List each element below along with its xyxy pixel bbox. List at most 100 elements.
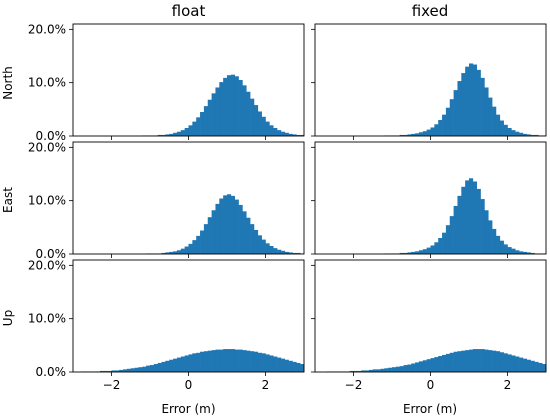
- bar: [227, 349, 232, 372]
- bar: [223, 349, 228, 372]
- column-title-fixed: fixed: [412, 2, 449, 20]
- bar: [150, 365, 155, 372]
- bar: [472, 64, 477, 136]
- bar: [238, 80, 243, 136]
- y-tick-label: 0.0%: [36, 247, 67, 261]
- row-label-up: Up: [1, 310, 15, 326]
- bar: [176, 357, 182, 372]
- bars-east-fixed: [384, 178, 547, 254]
- bar: [411, 363, 416, 372]
- bar: [111, 370, 116, 372]
- bar: [438, 120, 443, 136]
- bar: [515, 250, 520, 254]
- bar: [476, 188, 481, 254]
- bar: [368, 369, 374, 372]
- bar: [418, 250, 424, 254]
- bar: [246, 91, 251, 136]
- bar: [292, 134, 297, 136]
- bar: [292, 361, 297, 372]
- bar: [196, 352, 201, 372]
- bar: [142, 366, 147, 372]
- bar: [492, 350, 497, 372]
- bar: [215, 349, 220, 372]
- bar: [534, 361, 539, 372]
- bar: [277, 249, 282, 254]
- bar: [499, 120, 504, 136]
- bar: [196, 235, 201, 254]
- bar: [380, 368, 385, 372]
- bar: [246, 217, 251, 254]
- bar: [250, 98, 255, 136]
- bar: [522, 133, 528, 136]
- bar: [422, 249, 427, 254]
- bar: [434, 124, 439, 136]
- bar: [415, 133, 420, 136]
- bar: [453, 206, 458, 254]
- bar: [426, 359, 431, 372]
- bar: [273, 248, 278, 254]
- bar: [530, 360, 535, 372]
- bar: [273, 356, 278, 372]
- bar: [495, 235, 501, 254]
- bar: [418, 132, 424, 136]
- bar: [296, 134, 301, 136]
- bar: [499, 352, 504, 372]
- bar: [207, 350, 212, 372]
- bar: [472, 181, 477, 254]
- bar: [250, 224, 255, 254]
- bar: [273, 128, 278, 136]
- bar: [207, 99, 212, 136]
- bar: [288, 133, 293, 136]
- bar: [438, 356, 443, 372]
- bar: [469, 178, 474, 254]
- bar: [353, 370, 358, 372]
- bar: [219, 82, 224, 136]
- bar: [403, 365, 408, 372]
- bar: [99, 370, 105, 372]
- bar: [253, 105, 259, 136]
- bar: [176, 131, 182, 136]
- bar: [215, 203, 220, 254]
- bar: [238, 204, 243, 254]
- bar: [165, 360, 170, 372]
- bar: [357, 370, 362, 372]
- bar: [495, 114, 501, 136]
- bar: [465, 66, 470, 136]
- bar: [115, 370, 120, 372]
- bar: [265, 121, 270, 136]
- bar: [242, 85, 247, 136]
- bar: [200, 230, 205, 254]
- bar: [203, 351, 209, 372]
- bar: [288, 252, 293, 254]
- bar: [522, 251, 528, 254]
- bar: [230, 195, 235, 254]
- bar: [280, 358, 286, 372]
- bar: [480, 77, 485, 136]
- bar: [488, 350, 493, 372]
- y-tick-label: 20.0%: [28, 258, 66, 272]
- bar: [526, 359, 531, 372]
- bar: [503, 353, 508, 372]
- bar: [261, 239, 266, 254]
- bar: [277, 130, 282, 136]
- bar: [457, 81, 462, 136]
- bar: [349, 370, 354, 372]
- bars-north-float: [142, 74, 305, 136]
- bar: [292, 252, 297, 254]
- x-tick-label: 0: [427, 378, 435, 392]
- bar: [188, 354, 193, 372]
- bar: [449, 352, 454, 372]
- bar: [184, 246, 189, 254]
- bar: [484, 349, 489, 372]
- x-axis-label-fixed: Error (m): [403, 402, 457, 416]
- bar: [488, 97, 493, 136]
- bar: [461, 73, 466, 136]
- bar: [430, 245, 435, 254]
- bar: [284, 132, 289, 136]
- bar: [277, 357, 282, 372]
- bar: [484, 210, 489, 254]
- bar: [522, 358, 528, 372]
- bar: [157, 362, 162, 372]
- bar: [203, 106, 209, 136]
- bar: [173, 358, 178, 372]
